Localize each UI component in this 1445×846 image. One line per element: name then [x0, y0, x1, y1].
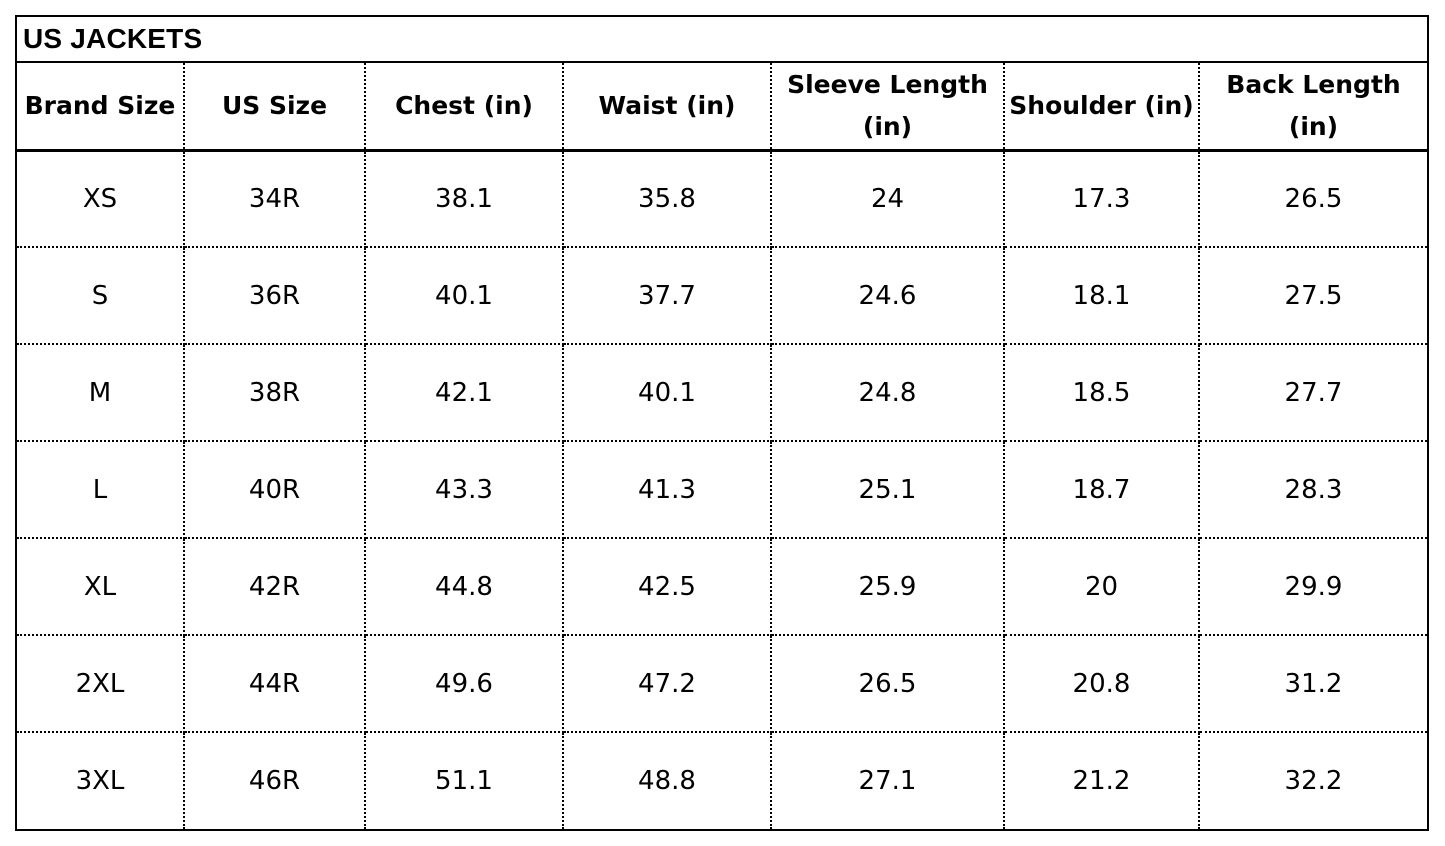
- table-row: XS 34R 38.1 35.8 24 17.3 26.5: [17, 150, 1427, 248]
- cell-chest: 51.1: [364, 732, 564, 829]
- cell-back-length: 27.5: [1198, 247, 1427, 345]
- header-brand-size: Brand Size: [17, 63, 185, 152]
- cell-waist: 48.8: [562, 732, 772, 829]
- cell-brand-size: XL: [17, 538, 185, 636]
- header-back-length: Back Length (in): [1198, 63, 1427, 152]
- table-row: 3XL 46R 51.1 48.8 27.1 21.2 32.2: [17, 732, 1427, 829]
- cell-sleeve-length: 24.8: [770, 344, 1005, 442]
- cell-shoulder: 18.7: [1003, 441, 1200, 539]
- cell-chest: 38.1: [364, 150, 564, 248]
- cell-back-length: 29.9: [1198, 538, 1427, 636]
- cell-chest: 44.8: [364, 538, 564, 636]
- cell-waist: 41.3: [562, 441, 772, 539]
- cell-back-length: 26.5: [1198, 150, 1427, 248]
- table-row: 2XL 44R 49.6 47.2 26.5 20.8 31.2: [17, 635, 1427, 733]
- cell-brand-size: M: [17, 344, 185, 442]
- cell-back-length: 32.2: [1198, 732, 1427, 829]
- cell-chest: 40.1: [364, 247, 564, 345]
- cell-waist: 40.1: [562, 344, 772, 442]
- cell-us-size: 46R: [183, 732, 366, 829]
- cell-us-size: 42R: [183, 538, 366, 636]
- cell-us-size: 40R: [183, 441, 366, 539]
- cell-back-length: 27.7: [1198, 344, 1427, 442]
- cell-waist: 35.8: [562, 150, 772, 248]
- cell-sleeve-length: 25.9: [770, 538, 1005, 636]
- cell-chest: 43.3: [364, 441, 564, 539]
- cell-back-length: 31.2: [1198, 635, 1427, 733]
- header-us-size: US Size: [183, 63, 366, 152]
- cell-brand-size: XS: [17, 150, 185, 248]
- header-sleeve-length: Sleeve Length (in): [770, 63, 1005, 152]
- header-shoulder: Shoulder (in): [1003, 63, 1200, 152]
- cell-shoulder: 18.1: [1003, 247, 1200, 345]
- cell-us-size: 38R: [183, 344, 366, 442]
- header-chest: Chest (in): [364, 63, 564, 152]
- table-row: XL 42R 44.8 42.5 25.9 20 29.9: [17, 538, 1427, 636]
- cell-shoulder: 17.3: [1003, 150, 1200, 248]
- title-row: US JACKETS: [17, 17, 1427, 63]
- header-row: Brand Size US Size Chest (in) Waist (in)…: [17, 63, 1427, 152]
- cell-waist: 37.7: [562, 247, 772, 345]
- table-row: M 38R 42.1 40.1 24.8 18.5 27.7: [17, 344, 1427, 442]
- cell-sleeve-length: 24.6: [770, 247, 1005, 345]
- cell-shoulder: 18.5: [1003, 344, 1200, 442]
- cell-sleeve-length: 24: [770, 150, 1005, 248]
- cell-us-size: 34R: [183, 150, 366, 248]
- cell-brand-size: S: [17, 247, 185, 345]
- table-row: L 40R 43.3 41.3 25.1 18.7 28.3: [17, 441, 1427, 539]
- size-table: Brand Size US Size Chest (in) Waist (in)…: [17, 63, 1427, 829]
- cell-shoulder: 20: [1003, 538, 1200, 636]
- cell-chest: 49.6: [364, 635, 564, 733]
- cell-waist: 42.5: [562, 538, 772, 636]
- cell-brand-size: 3XL: [17, 732, 185, 829]
- cell-sleeve-length: 25.1: [770, 441, 1005, 539]
- table-row: S 36R 40.1 37.7 24.6 18.1 27.5: [17, 247, 1427, 345]
- size-chart: US JACKETS Brand Size US Size Chest (in)…: [15, 15, 1429, 831]
- cell-brand-size: 2XL: [17, 635, 185, 733]
- cell-back-length: 28.3: [1198, 441, 1427, 539]
- cell-us-size: 44R: [183, 635, 366, 733]
- cell-waist: 47.2: [562, 635, 772, 733]
- cell-chest: 42.1: [364, 344, 564, 442]
- cell-shoulder: 20.8: [1003, 635, 1200, 733]
- cell-us-size: 36R: [183, 247, 366, 345]
- cell-sleeve-length: 26.5: [770, 635, 1005, 733]
- chart-title: US JACKETS: [23, 23, 203, 54]
- cell-brand-size: L: [17, 441, 185, 539]
- cell-sleeve-length: 27.1: [770, 732, 1005, 829]
- cell-shoulder: 21.2: [1003, 732, 1200, 829]
- header-waist: Waist (in): [562, 63, 772, 152]
